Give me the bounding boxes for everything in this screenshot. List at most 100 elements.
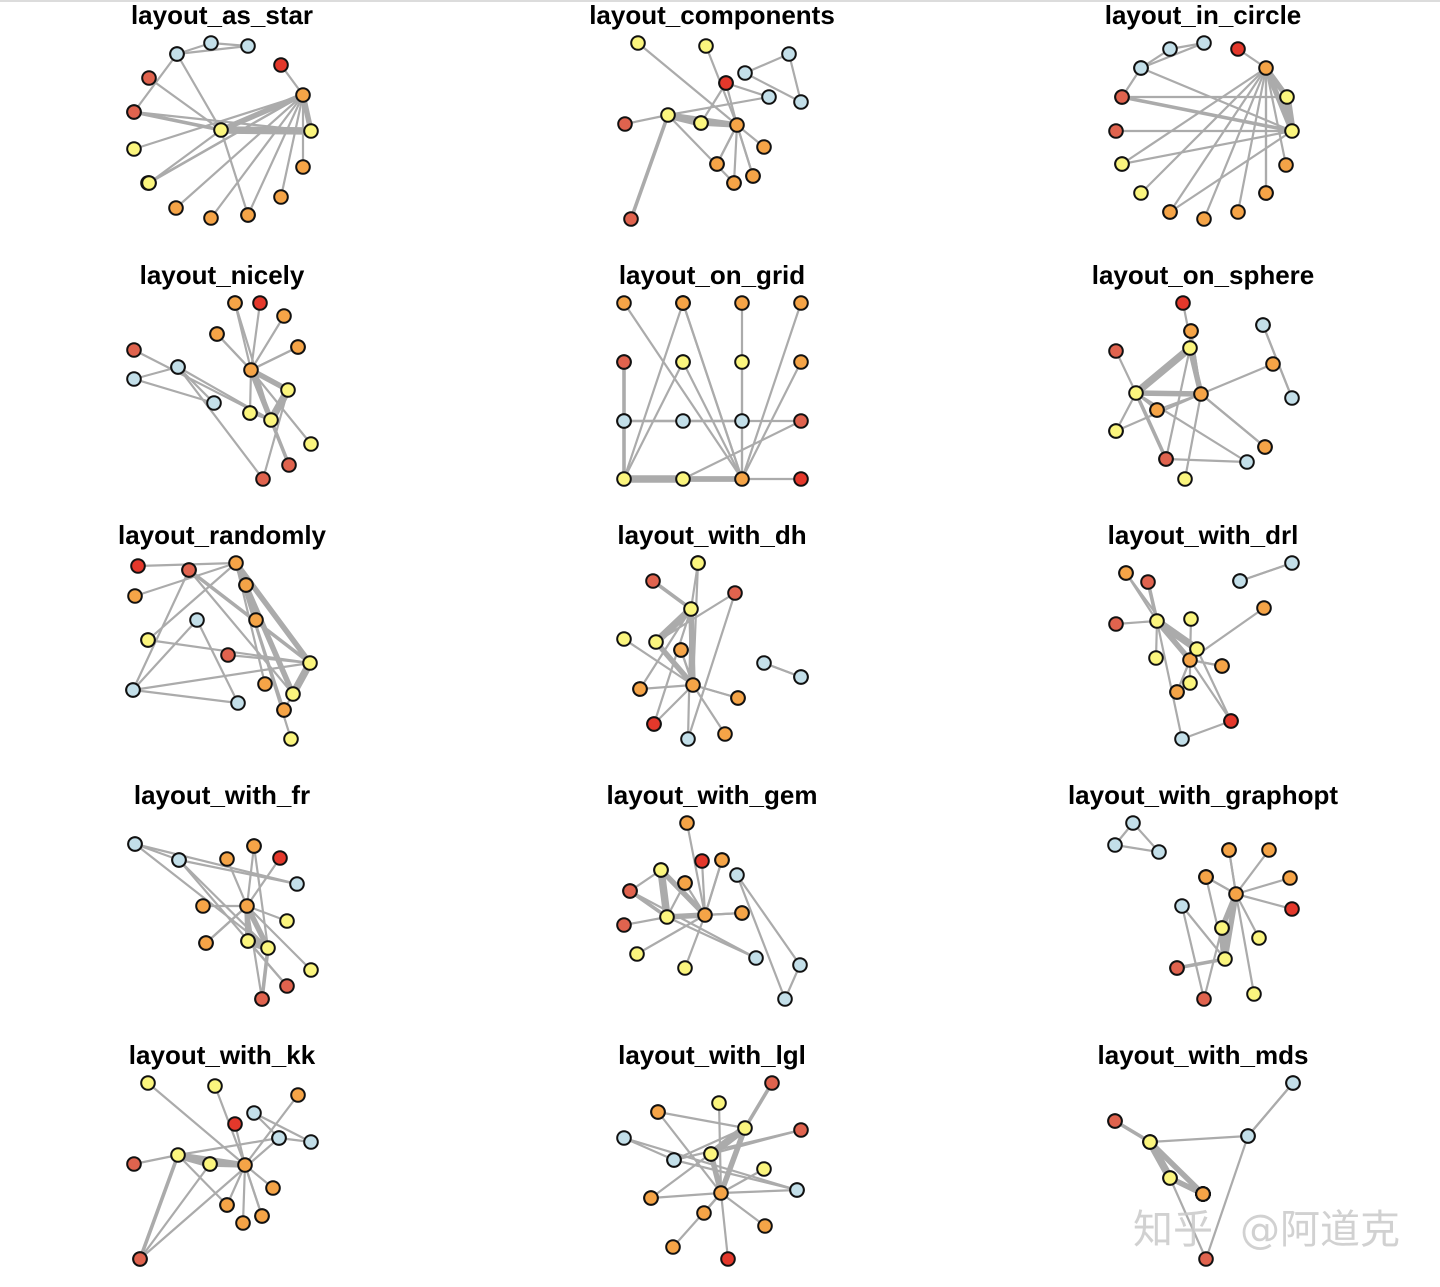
node	[260, 940, 276, 956]
node	[1284, 390, 1300, 406]
node	[1232, 573, 1248, 589]
panel-title-with-gem: layout_with_gem	[607, 780, 818, 810]
node	[290, 339, 306, 355]
edge	[279, 93, 305, 199]
node	[1174, 731, 1190, 747]
node	[677, 875, 693, 891]
node	[1240, 1128, 1256, 1144]
edge	[177, 858, 299, 886]
node	[169, 46, 185, 62]
edge	[176, 365, 216, 405]
node	[727, 585, 743, 601]
node	[617, 116, 633, 132]
edge	[1183, 392, 1203, 481]
edge	[638, 607, 693, 691]
node	[207, 1078, 223, 1094]
node	[616, 354, 632, 370]
node	[189, 612, 205, 628]
node	[1149, 613, 1165, 629]
node	[675, 471, 691, 487]
node	[1108, 423, 1124, 439]
node	[1174, 898, 1190, 914]
edge	[282, 661, 312, 712]
node	[170, 359, 186, 375]
node	[630, 35, 646, 51]
node	[1183, 323, 1199, 339]
node	[227, 295, 243, 311]
node	[1196, 35, 1212, 51]
node	[239, 898, 255, 914]
node	[130, 558, 146, 574]
edge	[177, 858, 270, 950]
edge	[176, 1153, 229, 1207]
node	[273, 189, 289, 205]
node	[734, 413, 750, 429]
node	[680, 731, 696, 747]
node	[660, 107, 676, 123]
edge	[217, 126, 315, 135]
edge	[1246, 1081, 1295, 1138]
node	[1246, 986, 1262, 1002]
node	[168, 200, 184, 216]
edge	[241, 1163, 247, 1225]
edge	[1202, 66, 1268, 221]
node	[209, 326, 225, 342]
edge	[1180, 904, 1206, 1001]
node	[1198, 869, 1214, 885]
edge	[132, 377, 216, 405]
node	[793, 1122, 809, 1138]
node	[1182, 675, 1198, 691]
panel-title-with-mds: layout_with_mds	[1098, 1040, 1309, 1070]
node	[1228, 886, 1244, 902]
node	[281, 457, 297, 473]
node	[734, 471, 750, 487]
edge	[735, 873, 802, 967]
edge	[718, 1125, 748, 1196]
node	[1133, 60, 1149, 76]
node	[648, 634, 664, 650]
edge	[1204, 1134, 1250, 1261]
node	[745, 168, 761, 184]
edge	[1188, 658, 1233, 723]
edge	[132, 110, 313, 133]
node	[228, 555, 244, 571]
edge	[243, 1163, 264, 1218]
node	[777, 991, 793, 1007]
node	[238, 577, 254, 593]
edge	[138, 1136, 281, 1261]
edge	[652, 683, 695, 726]
node	[665, 1239, 681, 1255]
graph-layout-components	[617, 35, 809, 227]
node	[1217, 951, 1233, 967]
node	[1285, 1075, 1301, 1091]
edge	[651, 579, 693, 611]
edge	[649, 1191, 723, 1200]
node	[1183, 611, 1199, 627]
node	[1108, 123, 1124, 139]
edge	[131, 688, 240, 705]
edge	[691, 683, 727, 736]
node	[1169, 684, 1185, 700]
node	[279, 913, 295, 929]
edge	[1133, 390, 1204, 397]
node	[714, 852, 730, 868]
edge	[261, 388, 290, 481]
edge	[658, 867, 708, 918]
node	[285, 686, 301, 702]
node	[756, 655, 772, 671]
node	[303, 123, 319, 139]
node	[756, 1161, 772, 1177]
edge	[699, 81, 728, 125]
node	[252, 295, 268, 311]
edge	[732, 123, 739, 185]
node	[659, 909, 675, 925]
edge	[622, 301, 744, 481]
graph-layout-with-fr	[127, 836, 319, 1007]
node	[729, 117, 745, 133]
panel-title-components: layout_components	[589, 0, 835, 30]
node	[685, 677, 701, 693]
node	[677, 960, 693, 976]
edge	[743, 52, 791, 75]
edge	[147, 128, 223, 185]
node	[237, 1157, 253, 1173]
